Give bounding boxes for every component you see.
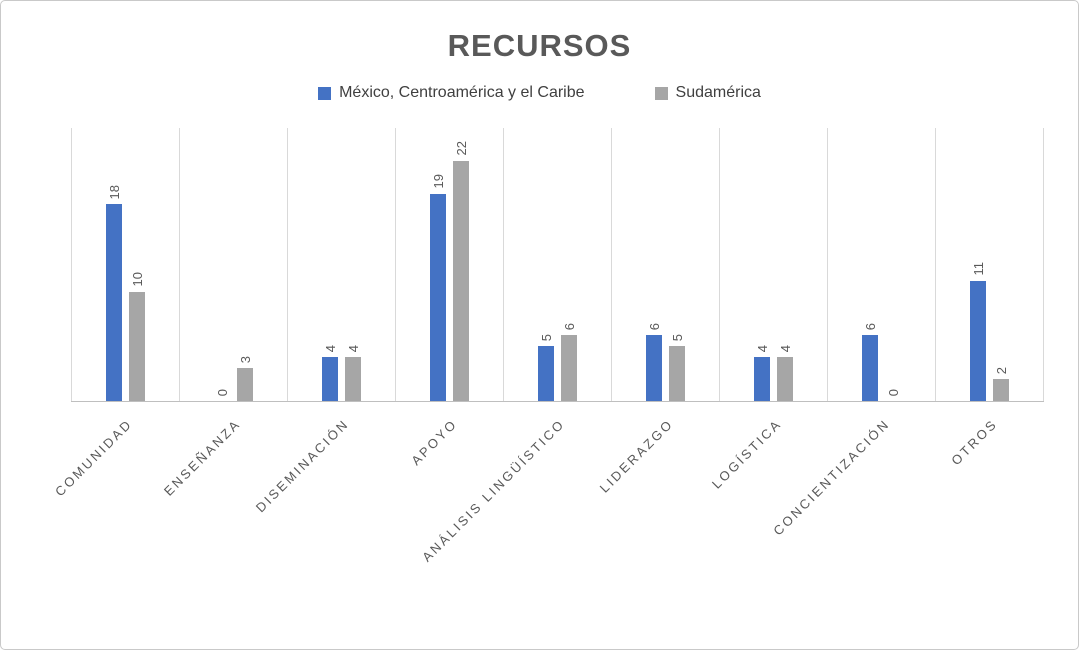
bar [237,368,253,401]
bar [669,346,685,401]
category-label: LOGÍSTICA [708,416,785,492]
bar-column: 5 [538,128,554,401]
category-group: 11 2 [935,128,1044,401]
bar-column: 4 [754,128,770,401]
bar-value-label: 18 [106,184,122,200]
bar-value-label: 5 [538,334,554,342]
bar [106,204,122,401]
category-label-cell: ANÁLISIS LINGÜÍSTICO [419,402,611,587]
bar [453,160,469,401]
bar-value-label: 19 [430,174,446,189]
bar-column: 0 [214,128,230,401]
bar [646,335,662,401]
bar [754,357,770,401]
bar-value-label: 3 [237,356,253,364]
bar-column: 22 [453,128,469,401]
bar-value-label: 2 [993,366,1009,375]
category-label-cell: CONCIENTIZACIÓN [770,402,936,587]
bar-value-label: 0 [885,388,901,396]
bar-value-label: 4 [345,345,361,353]
legend-item-sudamerica: Sudamérica [654,84,761,102]
bar-column: 6 [561,128,577,401]
category-label: COMUNIDAD [52,416,136,500]
bar-value-label: 6 [646,323,662,331]
bar-column: 4 [777,128,793,401]
bar [970,280,986,401]
bar-column: 4 [322,128,338,401]
bar [345,357,361,401]
bar [322,357,338,401]
category-label-cell: COMUNIDAD [52,402,179,587]
bar-column: 6 [646,128,662,401]
chart-title: RECURSOS [447,28,632,63]
bar [561,335,577,401]
bar [538,346,554,401]
bar-value-label: 6 [862,323,878,331]
legend-item-mexico-centroamerica-caribe: México, Centroamérica y el Caribe [318,84,585,102]
bar [430,193,446,401]
chart-legend: México, Centroamérica y el Caribe Sudamé… [1,84,1078,102]
plot-area-wrapper: 18 10 0 3 4 4 19 22 5 6 6 5 4 4 6 0 11 2 COMUNIDAD ENSEÑAN… [52,128,1044,587]
bar-value-label: 11 [970,262,986,276]
bar-column: 18 [106,128,122,401]
bar-column: 3 [237,128,253,401]
legend-swatch-mexico-centroamerica-caribe [318,86,332,100]
plot-area: 18 10 0 3 4 4 19 22 5 6 6 5 4 4 6 0 11 2 [71,128,1044,402]
bar-value-label: 4 [754,345,770,353]
bar-value-label: 22 [453,141,469,156]
bar-column: 2 [993,128,1009,401]
bar-column: 10 [129,128,145,401]
category-group: 18 10 [71,128,179,401]
bar-value-label: 5 [669,334,685,342]
bar [993,379,1009,401]
legend-label-sudamerica: Sudamérica [675,84,761,101]
category-group: 19 22 [395,128,503,401]
bar-value-label: 4 [322,345,338,353]
category-label-cell: LIDERAZGO [597,402,720,587]
category-label-cell: DISEMINACIÓN [253,402,395,587]
bar-column: 19 [430,128,446,401]
bar-column: 11 [970,128,986,401]
bar-value-label: 6 [561,323,577,331]
bar-value-label: 4 [777,345,793,353]
bar-column: 0 [885,128,901,401]
bar-column: 5 [669,128,685,401]
bar-column: 4 [345,128,361,401]
category-label: APOYO [407,416,460,469]
bar [777,357,793,401]
bar-column: 6 [862,128,878,401]
category-label: OTROS [948,416,1001,469]
legend-swatch-sudamerica [654,86,668,100]
legend-label-mexico-centroamerica-caribe: México, Centroamérica y el Caribe [339,84,585,101]
bar-value-label: 0 [214,388,230,396]
category-axis: COMUNIDAD ENSEÑANZA DISEMINACIÓN APOYO ANÁLI… [52,402,1044,587]
bar [862,335,878,401]
category-label-cell: OTROS [936,402,1044,587]
bar [129,291,145,401]
bar-value-label: 10 [129,272,145,287]
